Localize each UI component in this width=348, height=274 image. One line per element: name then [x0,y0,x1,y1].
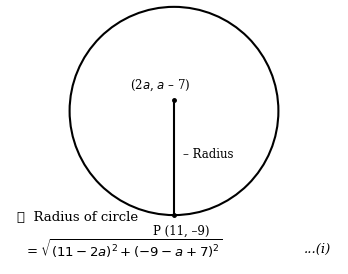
Text: (2$a$, $a$ – 7): (2$a$, $a$ – 7) [130,78,190,93]
Text: P (11, –9): P (11, –9) [153,225,209,238]
Text: $= \sqrt{(11-2a)^2+(-9-a+7)^2}$: $= \sqrt{(11-2a)^2+(-9-a+7)^2}$ [24,238,223,261]
Text: ...(i): ...(i) [303,243,331,256]
Text: ∴  Radius of circle: ∴ Radius of circle [17,211,139,224]
Text: – Radius: – Radius [183,148,233,161]
